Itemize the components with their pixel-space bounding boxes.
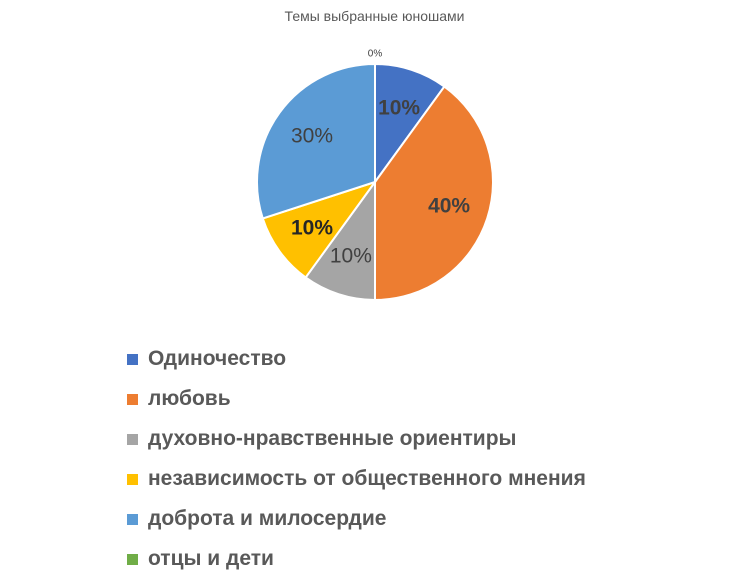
legend-swatch-0 (127, 353, 138, 365)
pie-slice-1 (374, 85, 494, 302)
legend-item-5: отцы и дети (127, 539, 586, 579)
legend-swatch-3 (127, 473, 138, 485)
legend-label-2: духовно-нравственные ориентиры (148, 427, 517, 450)
pie-slice-4 (256, 62, 376, 220)
legend-label-5: отцы и дети (148, 547, 274, 570)
data-label-2: 10% (330, 245, 372, 268)
pie-chart: 10% 40% 10% 10% 30% 0% (256, 49, 494, 302)
data-label-0: 10% (378, 96, 420, 119)
legend-label-1: любовь (148, 387, 231, 410)
pie-slice-3 (261, 180, 378, 279)
legend-item-1: любовь (127, 379, 586, 419)
legend-item-4: доброта и милосердие (127, 499, 586, 539)
legend-item-0: Одиночество (127, 339, 586, 379)
legend-label-4: доброта и милосердие (148, 507, 387, 530)
legend-label-3: независимость от общественного мнения (148, 467, 586, 490)
pie-slice-2 (304, 178, 376, 302)
legend-swatch-2 (127, 433, 138, 445)
legend-item-2: духовно-нравственные ориентиры (127, 419, 586, 459)
legend-label-0: Одиночество (148, 347, 287, 370)
legend-swatch-1 (127, 393, 138, 405)
legend-item-3: независимость от общественного мнения (127, 459, 586, 499)
pie-slice-0 (374, 62, 446, 186)
chart-title: Темы выбранные юношами (284, 8, 465, 24)
legend-swatch-4 (127, 513, 138, 525)
data-label-3: 10% (291, 216, 333, 239)
legend-swatch-5 (127, 553, 138, 565)
data-label-4: 30% (291, 125, 333, 148)
chart-legend: Одиночество любовь духовно-нравственные ор… (127, 339, 586, 579)
data-label-5: 0% (368, 49, 383, 60)
data-label-1: 40% (428, 195, 470, 218)
